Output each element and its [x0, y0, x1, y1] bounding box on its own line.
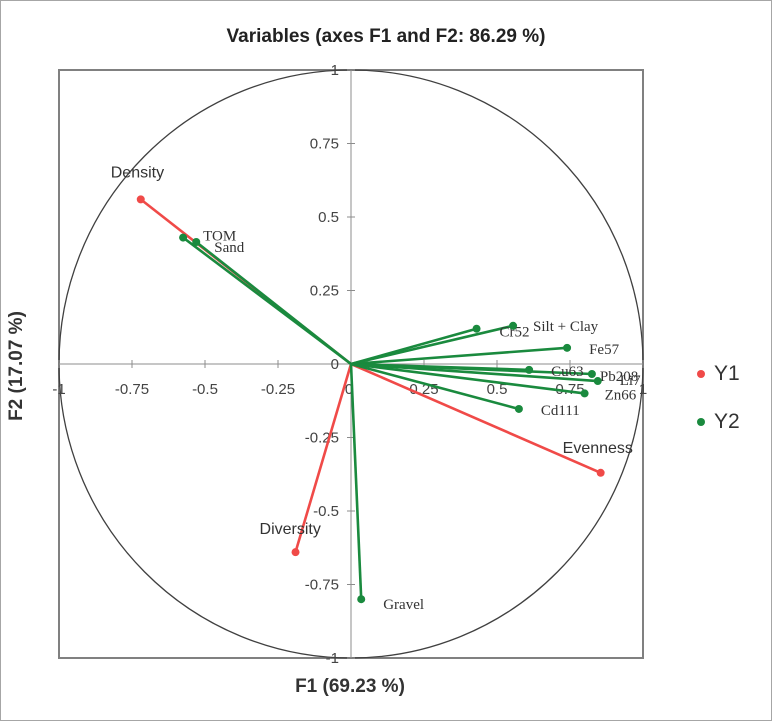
- x-axis-label: F1 (69.23 %): [295, 676, 405, 697]
- legend: Y1 Y2: [697, 350, 740, 446]
- y-tick-label: -1: [326, 650, 339, 667]
- point-marker: [179, 233, 188, 242]
- point-marker: [580, 389, 589, 398]
- point-label: Cr52: [500, 325, 530, 341]
- point-label: Cu63: [551, 364, 584, 380]
- point-label: Diversity: [260, 521, 321, 538]
- legend-marker-icon: [697, 370, 705, 378]
- y-axis-label: F2 (17.07 %): [6, 311, 27, 421]
- point-label: TOM: [203, 229, 236, 245]
- y-tick-label: -0.75: [305, 577, 339, 594]
- point-marker: [525, 365, 534, 374]
- point-marker: [596, 468, 605, 477]
- vector-diversity: [294, 363, 353, 553]
- y-tick-label: -0.25: [305, 430, 339, 447]
- x-tick-label: -1: [52, 381, 65, 398]
- legend-label: Y2: [714, 410, 740, 433]
- point-label: Density: [111, 164, 164, 181]
- point-label: Cd111: [541, 403, 580, 419]
- y-tick-label: 1: [331, 62, 339, 79]
- legend-item-y1: Y1: [697, 350, 740, 398]
- point-marker: [192, 237, 201, 246]
- x-tick-label: 1: [639, 381, 647, 398]
- legend-label: Y1: [714, 362, 740, 385]
- point-marker: [509, 321, 518, 330]
- chart-title: Variables (axes F1 and F2: 86.29 %): [226, 26, 546, 47]
- x-tick-label: -0.75: [115, 381, 149, 398]
- x-tick-label: -0.5: [192, 381, 218, 398]
- y-tick-label: 0.75: [310, 136, 339, 153]
- point-marker: [587, 369, 596, 378]
- x-tick-label: 0: [345, 381, 353, 398]
- x-tick-label: -0.25: [261, 381, 295, 398]
- y-tick-label: -0.5: [313, 503, 339, 520]
- vector-evenness: [350, 362, 602, 474]
- point-label: Silt + Clay: [533, 319, 599, 335]
- vector-silt-clay: [350, 324, 514, 366]
- point-marker: [472, 324, 481, 333]
- y-tick-label: 0.5: [318, 209, 339, 226]
- point-marker: [136, 195, 145, 204]
- vector-fe57: [350, 346, 568, 366]
- point-marker: [563, 343, 572, 352]
- vector-li7: [350, 362, 598, 383]
- vector-gravel: [349, 363, 363, 600]
- vector-zn66: [350, 362, 585, 395]
- point-label: Zn66: [605, 387, 637, 403]
- point-marker: [357, 595, 366, 604]
- vector-cd111: [350, 362, 520, 411]
- point-label: Li7: [620, 373, 641, 389]
- point-marker: [593, 377, 602, 386]
- point-label: Evenness: [563, 440, 633, 457]
- y-tick-label: 0.25: [310, 283, 339, 300]
- point-marker: [514, 404, 523, 413]
- x-tick-label: 0.5: [487, 381, 508, 398]
- vector-sand: [195, 240, 352, 366]
- point-label: Gravel: [383, 597, 424, 613]
- point-label: Pb208: [600, 369, 638, 385]
- point-marker: [291, 548, 300, 557]
- point-label: Fe57: [589, 342, 620, 358]
- legend-marker-icon: [697, 418, 705, 426]
- legend-item-y2: Y2: [697, 398, 740, 446]
- point-label: Sand: [214, 240, 245, 256]
- y-tick-label: 0: [331, 356, 339, 373]
